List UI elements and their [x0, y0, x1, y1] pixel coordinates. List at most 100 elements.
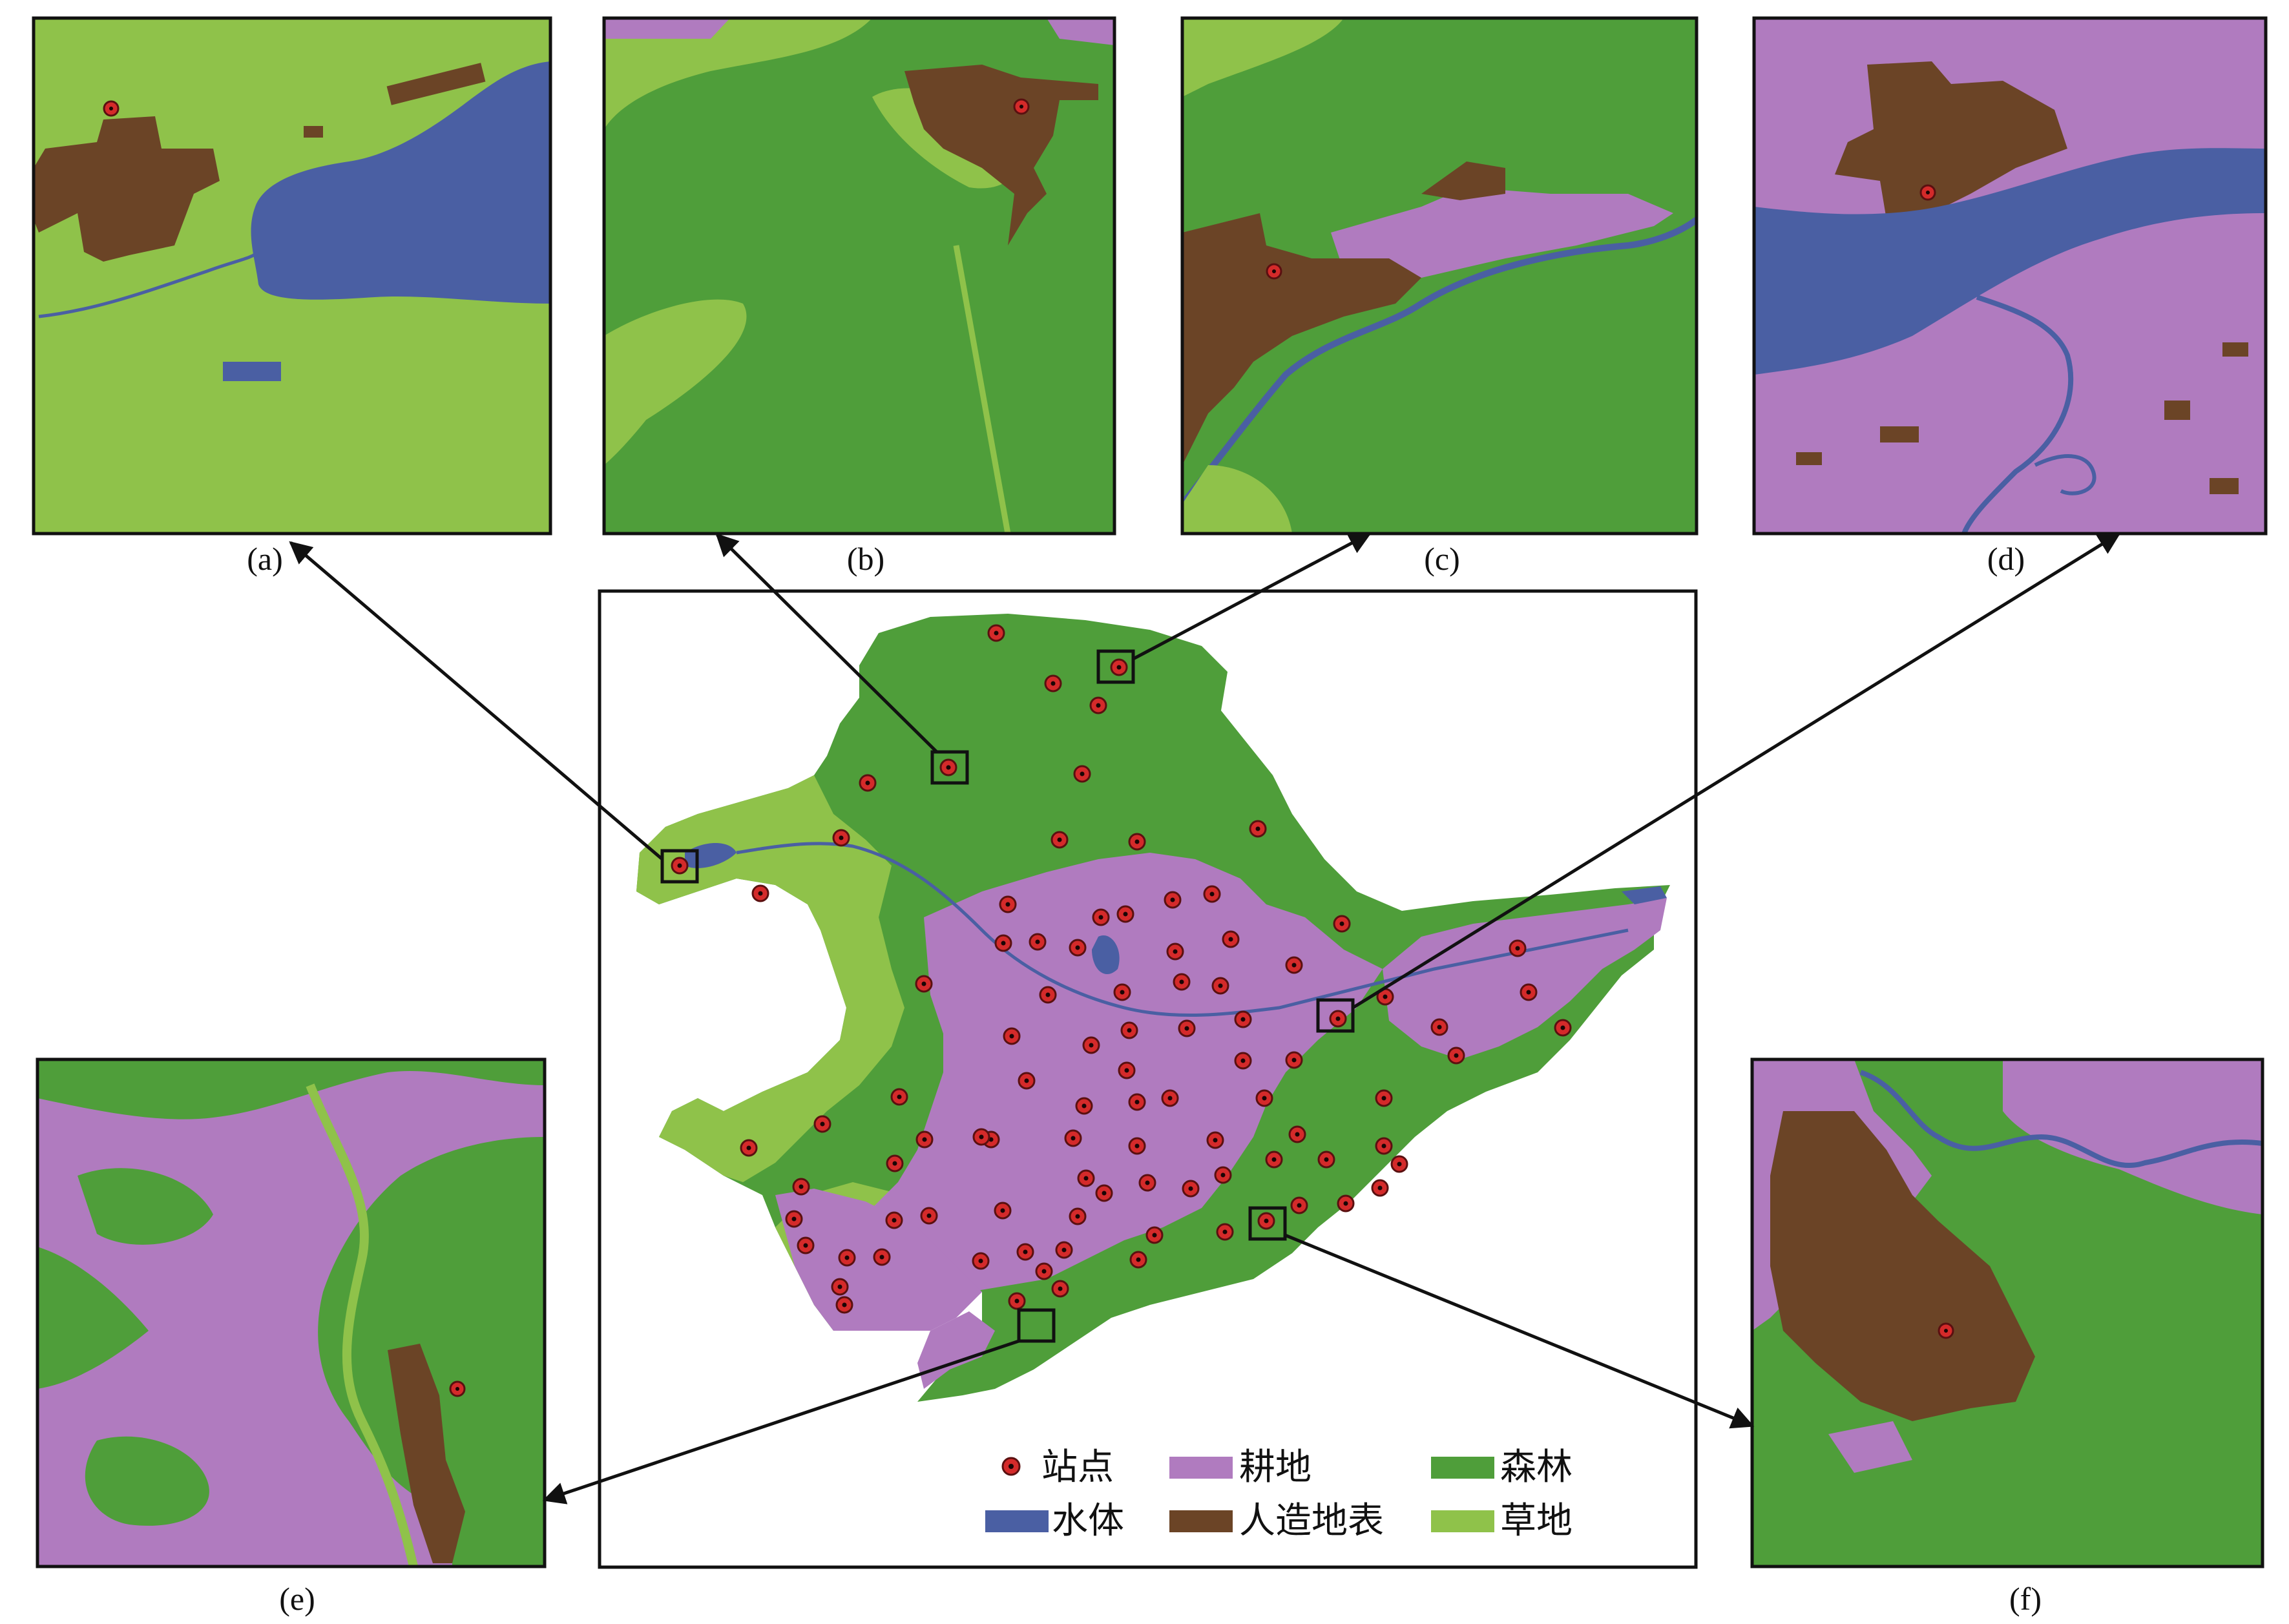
locator-box-e	[1017, 1308, 1056, 1343]
locator-box-d	[1316, 998, 1355, 1033]
station-dot-center	[1381, 1143, 1386, 1149]
panel-e-forest	[78, 1168, 213, 1245]
panel-d-artificial-patch	[1880, 426, 1919, 442]
station-dot-center	[1228, 937, 1233, 942]
station-dot-center	[1271, 1157, 1277, 1162]
station-dot-center	[1291, 1057, 1297, 1063]
station-dot-center	[1075, 945, 1080, 950]
legend-cropland-swatch	[1169, 1457, 1233, 1479]
panel-c-grassland	[1182, 465, 1292, 534]
arrow-d	[1352, 532, 2121, 1010]
station-dot-center	[1515, 946, 1520, 951]
locator-box-b	[930, 750, 969, 785]
panel-e-frame	[36, 1057, 547, 1568]
station-dot-center	[1220, 1172, 1226, 1178]
panel-d	[1754, 18, 2266, 534]
locator-box-f	[1248, 1206, 1287, 1241]
station-dot-center	[1377, 1185, 1383, 1191]
station-dot-center	[892, 1218, 897, 1223]
panel-d-river-branch	[1961, 295, 2074, 534]
station-dot-center	[1089, 1043, 1094, 1048]
station-dot-center	[1057, 837, 1062, 842]
panel-e-forest	[85, 1436, 209, 1526]
station-dot-center	[1136, 1257, 1141, 1262]
arrow-f	[1284, 1233, 1755, 1429]
legend-item-station: 站点	[1001, 1446, 1114, 1488]
station-dot-center	[1454, 1053, 1459, 1058]
water-body	[1622, 886, 1667, 904]
station-dot-center	[1009, 1034, 1014, 1039]
panel-d-artificial-patch	[2164, 401, 2190, 420]
arrow-a	[289, 541, 664, 860]
caption-d: (d)	[1987, 541, 2025, 577]
legend-station-label: 站点	[1041, 1446, 1114, 1488]
arrow-b	[715, 533, 938, 753]
station-dot-center	[1061, 1247, 1067, 1253]
station-dot-center	[758, 891, 763, 896]
panel-e-artificial	[388, 1344, 465, 1563]
station-dot-center	[1098, 915, 1103, 920]
station-dot-center	[1014, 1298, 1019, 1304]
panel-c-artificial	[1421, 161, 1505, 200]
station-dot-center	[897, 1094, 902, 1099]
station-dot-center	[946, 765, 951, 770]
panel-c-cropland	[1331, 187, 1673, 291]
station-dot-center	[1082, 1103, 1087, 1109]
panel-a-artificial-patch	[304, 126, 323, 138]
station-dot-center	[837, 1284, 842, 1289]
legend-artificial-label: 人造地表	[1239, 1500, 1384, 1542]
station-dot-center	[922, 1137, 927, 1142]
legend-water-swatch	[985, 1510, 1049, 1532]
station-dot-center	[1240, 1058, 1246, 1063]
station-dot-center	[865, 780, 870, 786]
main-map	[636, 614, 1670, 1402]
river	[736, 842, 1629, 1017]
legend-grassland-label: 草地	[1500, 1500, 1573, 1542]
station-dot-center	[1005, 902, 1010, 907]
station-dot-center	[926, 1213, 932, 1218]
station-dot-center	[1173, 949, 1178, 954]
station-dot-center	[1209, 891, 1215, 897]
panel-d-artificial	[1835, 61, 2067, 220]
station-dot-center	[842, 1302, 847, 1307]
station-dot-center	[1335, 1016, 1341, 1021]
station-dot-center	[791, 1216, 797, 1222]
panel-e-river	[306, 1083, 418, 1567]
panel-f-frame	[1750, 1057, 2264, 1568]
panel-c-grassland	[1182, 18, 1344, 97]
legend: 站点 耕地 森林 水体 人造地表 草地	[985, 1446, 1573, 1542]
panel-d-frame	[1752, 16, 2268, 536]
legend-item-forest: 森林	[1431, 1446, 1573, 1488]
station-dot-center	[1262, 1096, 1267, 1101]
panel-b-grassland	[604, 299, 747, 465]
water-body	[1092, 935, 1120, 975]
station-markers	[671, 624, 1572, 1314]
station-dot-center	[1050, 681, 1056, 686]
panel-b-grassland	[604, 18, 872, 129]
station-dot-center	[1213, 1138, 1218, 1143]
station-dot-center	[1134, 839, 1140, 844]
station-dot-center	[1437, 1025, 1442, 1030]
panel-c-frame	[1180, 16, 1698, 536]
station-dot-center	[1222, 1229, 1228, 1234]
station-dot-center	[1179, 979, 1184, 984]
station-dot-center	[677, 863, 682, 868]
station-dot-center	[1096, 703, 1101, 708]
station-dot-center	[844, 1255, 850, 1260]
panel-b-artificial	[904, 65, 1098, 245]
station-dot-center	[1075, 1214, 1080, 1219]
station-dot-center	[1023, 1249, 1028, 1254]
panel-f-river	[1859, 1070, 2263, 1169]
region-grassland	[636, 775, 904, 1182]
station-dot-center	[1170, 897, 1175, 902]
panel-d-water	[1754, 148, 2266, 375]
panel-b-road	[953, 245, 1011, 534]
station-dot-center	[1083, 1176, 1089, 1181]
station-dot-center	[1291, 963, 1297, 968]
panel-b	[604, 18, 1114, 534]
legend-forest-label: 森林	[1500, 1446, 1573, 1488]
panel-f-cropland	[2003, 1059, 2263, 1214]
panel-a-river	[38, 251, 260, 318]
station-dot-center	[921, 981, 926, 986]
